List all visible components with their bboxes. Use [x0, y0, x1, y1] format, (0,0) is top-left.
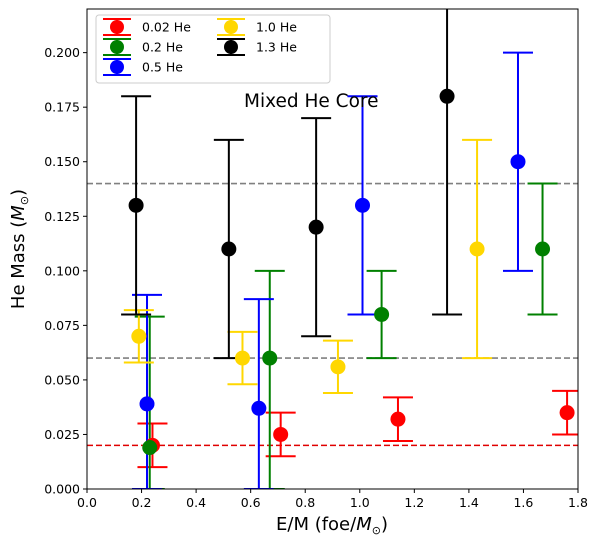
y-tick-label: 0.100 — [44, 263, 80, 278]
legend-marker — [110, 60, 124, 74]
data-point — [510, 154, 526, 170]
legend-marker — [110, 20, 124, 34]
x-axis-label-sub-sym: ⊙ — [372, 524, 381, 537]
x-tick-label: 0.2 — [132, 495, 152, 510]
data-point — [374, 306, 390, 322]
data-point — [251, 400, 267, 416]
legend-marker — [110, 40, 124, 54]
y-tick-label: 0.175 — [44, 100, 80, 115]
y-tick-label: 0.075 — [44, 318, 80, 333]
data-point — [262, 350, 278, 366]
data-point — [308, 219, 324, 235]
x-tick-label: 1.0 — [350, 495, 370, 510]
legend-label: 0.02 He — [142, 20, 191, 35]
x-tick-label: 1.6 — [513, 495, 533, 510]
legend-label: 0.2 He — [142, 40, 183, 55]
y-tick-label: 0.125 — [44, 209, 80, 224]
y-axis-label-sub-sym: ⊙ — [18, 196, 31, 205]
legend: 0.02 He 0.2 He 0.5 He 1.0 He 1.3 He — [95, 14, 331, 84]
data-point — [221, 241, 237, 257]
data-point — [439, 88, 455, 104]
series-group — [132, 51, 533, 489]
legend-marker — [224, 40, 238, 54]
series-group — [134, 182, 558, 489]
x-axis-label-sub: M — [356, 514, 372, 535]
x-tick-label: 0.4 — [186, 495, 206, 510]
legend-box — [95, 14, 331, 84]
legend-label: 1.3 He — [256, 40, 297, 55]
data-point — [234, 350, 250, 366]
data-point — [390, 411, 406, 427]
y-tick-label: 0.000 — [44, 482, 80, 497]
data-point — [469, 241, 485, 257]
x-axis-label-tail: ) — [381, 514, 388, 535]
y-tick-label: 0.025 — [44, 427, 80, 442]
y-axis-label-tail: ) — [8, 189, 29, 196]
x-axis: 0.0 0.2 0.4 0.6 0.8 1.0 1.2 1.4 1.6 1.8 — [77, 489, 588, 510]
y-tick-label: 0.050 — [44, 372, 80, 387]
data-series — [121, 9, 578, 489]
plot-frame — [86, 8, 579, 490]
x-tick-label: 0.8 — [295, 495, 315, 510]
data-point — [128, 197, 144, 213]
data-point — [535, 241, 551, 257]
x-tick-label: 1.8 — [568, 495, 588, 510]
y-tick-label: 0.150 — [44, 154, 80, 169]
y-axis-label-sub: M — [8, 205, 29, 221]
x-axis-label: E/M (foe/M⊙) — [276, 514, 388, 537]
y-axis: 0.000 0.025 0.050 0.075 0.100 0.125 0.150 0.175… — [44, 45, 87, 497]
y-axis-label: He Mass (M⊙) — [8, 189, 31, 309]
legend-label: 0.5 He — [142, 60, 183, 75]
x-tick-label: 1.4 — [459, 495, 479, 510]
y-tick-label: 0.200 — [44, 45, 80, 60]
reference-lines — [87, 182, 578, 447]
data-point — [330, 359, 346, 375]
legend-label: 1.0 He — [256, 20, 297, 35]
data-point — [273, 426, 289, 442]
x-tick-label: 1.2 — [404, 495, 424, 510]
data-point — [559, 405, 575, 421]
legend-marker — [224, 20, 238, 34]
data-point — [131, 328, 147, 344]
data-point — [355, 197, 371, 213]
y-axis-label-text: He Mass ( — [8, 221, 29, 309]
x-axis-label-text: E/M (foe/ — [276, 514, 357, 535]
series-group — [123, 138, 493, 394]
data-point — [142, 440, 158, 456]
x-tick-label: 0.6 — [241, 495, 261, 510]
x-tick-label: 0.0 — [77, 495, 97, 510]
chart-annotation: Mixed He Core — [244, 91, 378, 112]
series-group — [137, 389, 578, 469]
data-point — [139, 396, 155, 412]
